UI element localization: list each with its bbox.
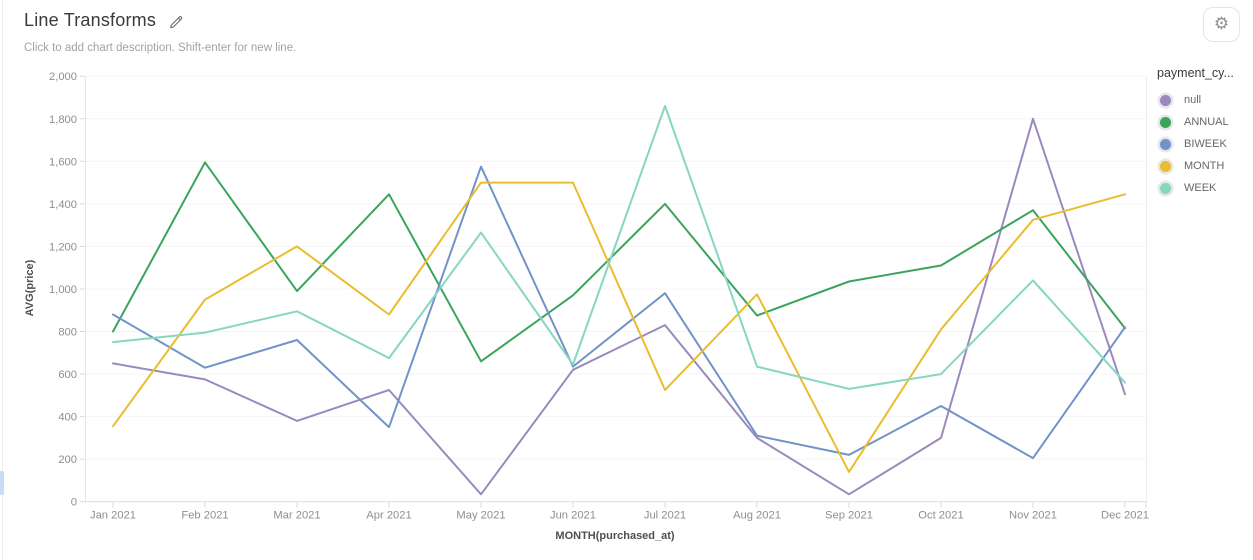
y-tick-label: 200	[58, 454, 77, 466]
series-line-ANNUAL[interactable]	[112, 161, 1126, 363]
legend: payment_cy... null ANNUAL BIWEEK MONTH WEEK	[1157, 66, 1249, 199]
left-scroll-indicator[interactable]	[0, 471, 4, 495]
y-tick-label: 1,200	[49, 241, 77, 253]
series-line-WEEK[interactable]	[112, 105, 1126, 390]
legend-label: null	[1184, 94, 1202, 106]
chart-settings-button[interactable]: ⚙	[1203, 7, 1240, 42]
series-line-MONTH[interactable]	[112, 181, 1126, 473]
x-tick-label: Jun 2021	[550, 510, 596, 522]
x-axis-ticks-labels: Jan 2021 Feb 2021 Mar 2021 Apr 2021 May 2021…	[90, 501, 1149, 522]
legend-swatch-icon	[1160, 116, 1171, 128]
y-tick-label: 1,400	[49, 199, 77, 211]
legend-label: BIWEEK	[1184, 138, 1227, 150]
y-tick-label: 1,000	[49, 284, 77, 296]
chart-header: Line Transforms	[24, 10, 184, 31]
x-tick-label: Sep 2021	[825, 510, 873, 522]
x-tick-label: Oct 2021	[918, 510, 963, 522]
legend-title: payment_cy...	[1157, 66, 1234, 80]
legend-swatch-icon	[1160, 160, 1171, 172]
x-tick-label: Dec 2021	[1101, 510, 1149, 522]
edit-title-pencil-icon[interactable]	[168, 14, 184, 30]
x-tick-label: Apr 2021	[366, 510, 411, 522]
x-tick-label: Jan 2021	[90, 510, 136, 522]
pane-divider	[2, 0, 3, 560]
chart-title[interactable]: Line Transforms	[24, 10, 157, 30]
legend-swatch-icon	[1160, 182, 1171, 194]
y-tick-label: 1,800	[49, 114, 77, 126]
x-tick-label: Aug 2021	[733, 510, 781, 522]
legend-label: MONTH	[1184, 160, 1225, 172]
y-tick-label: 0	[71, 497, 77, 509]
x-tick-label: May 2021	[456, 510, 505, 522]
legend-item[interactable]: WEEK	[1157, 177, 1249, 199]
legend-label: ANNUAL	[1184, 116, 1229, 128]
y-axis-title: AVG(price)	[24, 259, 36, 317]
legend-item[interactable]: ANNUAL	[1157, 111, 1249, 133]
chart-description-placeholder[interactable]: Click to add chart description. Shift-en…	[24, 42, 297, 54]
y-tick-label: 2,000	[49, 71, 77, 83]
y-tick-label: 600	[58, 369, 77, 381]
gear-icon: ⚙	[1213, 14, 1230, 34]
y-tick-label: 800	[58, 327, 77, 339]
legend-item[interactable]: BIWEEK	[1157, 133, 1249, 155]
legend-list: null ANNUAL BIWEEK MONTH WEEK	[1157, 89, 1249, 199]
y-axis-ticks-labels: 0 200 400 600 800 1,000 1,200 1,400 1,600 1,800 2,…	[49, 71, 85, 509]
axis-lines	[85, 76, 1147, 503]
x-tick-label: Feb 2021	[181, 510, 228, 522]
legend-swatch-icon	[1160, 138, 1171, 150]
x-tick-label: Jul 2021	[644, 510, 686, 522]
y-tick-label: 400	[58, 412, 77, 424]
legend-label: WEEK	[1184, 182, 1217, 194]
gridlines	[85, 75, 1146, 460]
series-line-null[interactable]	[112, 117, 1126, 496]
legend-item[interactable]: null	[1157, 89, 1249, 111]
x-axis-title: MONTH(purchased_at)	[555, 530, 675, 542]
y-tick-label: 1,600	[49, 156, 77, 168]
x-tick-label: Mar 2021	[273, 510, 320, 522]
series-line-BIWEEK[interactable]	[112, 165, 1126, 460]
x-tick-label: Nov 2021	[1009, 510, 1057, 522]
legend-swatch-icon	[1160, 94, 1171, 106]
legend-item[interactable]: MONTH	[1157, 155, 1249, 177]
